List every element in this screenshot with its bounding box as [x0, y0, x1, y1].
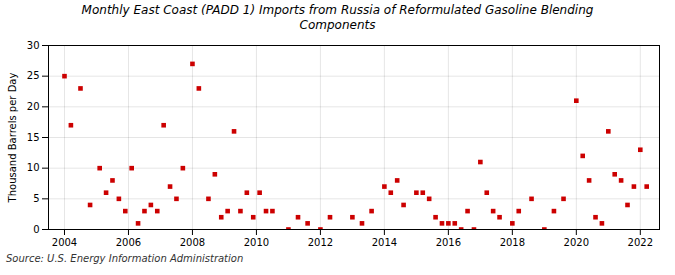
svg-text:2012: 2012 — [308, 237, 333, 248]
svg-text:0: 0 — [33, 224, 39, 235]
svg-text:20: 20 — [27, 101, 40, 112]
html-text:Monthly East Coast (PADD 1) Im: Monthly East Coast (PADD 1) Imports from… — [81, 3, 594, 32]
svg-text:30: 30 — [27, 40, 40, 51]
svg-text:2004: 2004 — [52, 237, 77, 248]
svg-text:25: 25 — [27, 70, 40, 81]
svg-text:2022: 2022 — [628, 237, 653, 248]
svg-text:2014: 2014 — [372, 237, 397, 248]
svg-text:5: 5 — [33, 193, 39, 204]
html-text:Source: U.S. Energy Informatio: Source: U.S. Energy Information Administ… — [6, 253, 244, 264]
svg-text:2020: 2020 — [564, 237, 589, 248]
svg-text:2018: 2018 — [500, 237, 525, 248]
svg-text:2006: 2006 — [116, 237, 141, 248]
svg-text:15: 15 — [27, 132, 40, 143]
svg-text:2016: 2016 — [436, 237, 461, 248]
svg-text:Thousand Barrels per Day: Thousand Barrels per Day — [7, 73, 18, 204]
svg-text:10: 10 — [27, 162, 40, 173]
svg-text:2008: 2008 — [180, 237, 205, 248]
svg-text:2010: 2010 — [244, 237, 269, 248]
